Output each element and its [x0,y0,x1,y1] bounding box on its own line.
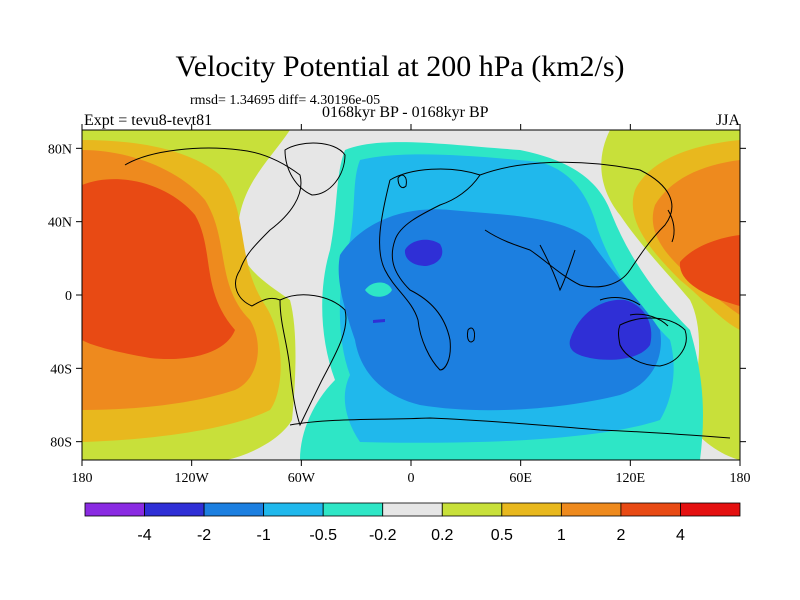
lat-tick-label: 40S [50,362,72,377]
map-title: Velocity Potential at 200 hPa (km2/s) [175,50,625,83]
colorbar-label: -0.5 [309,527,337,544]
colorbar-label: -1 [257,527,271,544]
lat-tick-label: 40N [48,216,72,231]
level-pos-2 [82,179,235,360]
contour-field [82,130,740,460]
colorbar-label: 4 [676,527,685,544]
colorbar-swatch [144,502,205,517]
longitude-axis: 180 120W 60W 0 60E 120E 180 [72,124,751,486]
lon-tick-label: 120W [175,471,210,486]
colorbar-label: -4 [137,527,151,544]
level-neg-2-africa [404,239,443,266]
colorbar-swatch [441,502,503,517]
colorbar-swatch [263,502,324,517]
lat-tick-label: 80N [48,142,72,157]
colorbar-label: 2 [616,527,625,544]
lat-tick-label: 0 [65,289,72,304]
colorbar: -4 -2 -1 -0.5 -0.2 0.2 0.5 1 2 4 [84,502,741,544]
colorbar-label: 0.2 [431,527,453,544]
coastlines [124,142,731,439]
lon-tick-label: 180 [730,471,751,486]
colorbar-swatch [322,502,384,517]
latitude-axis: 80N 40N 0 40S 80S [48,142,746,451]
lon-tick-label: 60W [288,471,316,486]
colorbar-label: 0.5 [491,527,513,544]
colorbar-label: -2 [197,527,211,544]
colorbar-swatch [501,502,562,517]
season-label: JJA [716,112,741,129]
lat-tick-label: 80S [50,436,72,451]
colorbar-swatch [620,502,681,517]
colorbar-swatch [84,502,145,517]
stats-label: rmsd= 1.34695 diff= 4.30196e-05 [190,93,381,108]
colorbar-label: 1 [557,527,566,544]
period-label: 0168kyr BP - 0168kyr BP [322,104,489,121]
level-pos-2-east [679,235,740,306]
level-neg-2-atlantic [373,319,385,323]
lon-tick-label: 120E [616,471,646,486]
experiment-label: Expt = tevu8-tevt81 [84,112,213,129]
lon-tick-label: 0 [408,471,415,486]
level-light-patch [365,282,392,297]
colorbar-swatch [560,502,622,517]
colorbar-swatch [680,502,741,517]
colorbar-label: -0.2 [369,527,397,544]
lon-tick-label: 180 [72,471,93,486]
colorbar-swatch [203,502,265,517]
colorbar-swatch [382,502,443,517]
lon-tick-label: 60E [509,471,532,486]
